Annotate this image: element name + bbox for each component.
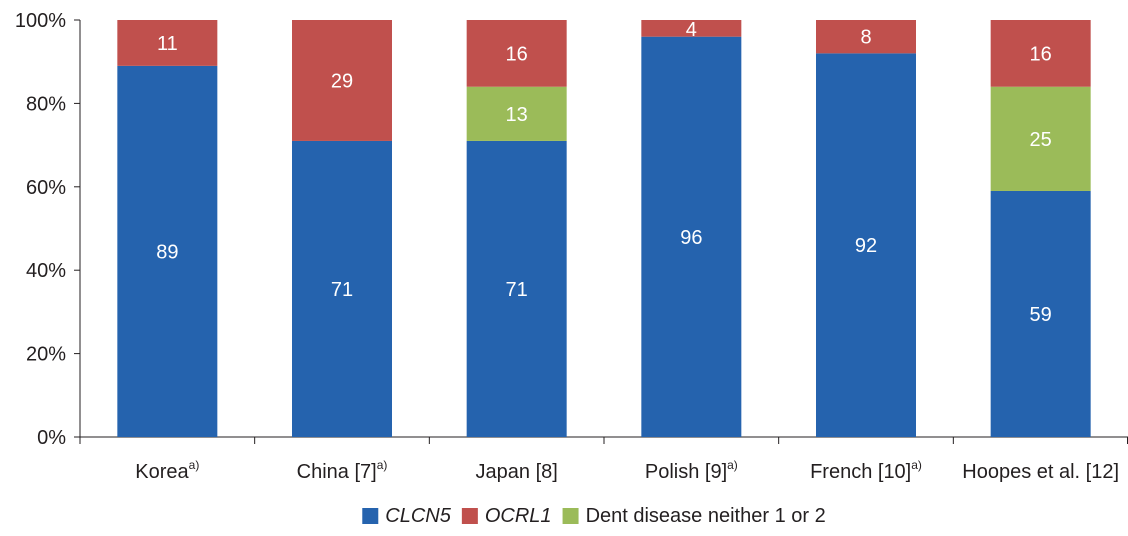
bar-segment xyxy=(816,20,916,54)
bar-segment xyxy=(466,86,567,141)
legend-label: Dent disease neither 1 or 2 xyxy=(586,505,826,527)
x-category-label: French [10]a) xyxy=(810,458,922,483)
bar-segment xyxy=(990,86,1091,191)
bar-segment xyxy=(816,53,916,438)
data-label: 71 xyxy=(506,279,528,301)
x-axis: Koreaa) China [7]a) Japan [8] Polish [9]a) F… xyxy=(79,436,1128,483)
data-label: 11 xyxy=(157,33,178,55)
y-axis: 0% 20% 40% 60% 80% 100% xyxy=(15,10,81,449)
bar-segment xyxy=(117,65,218,438)
data-label: 89 xyxy=(156,241,178,263)
data-labels: 89 11 71 29 71 13 16 96 4 92 8 59 25 16 xyxy=(156,19,1052,326)
data-label: 59 xyxy=(1030,304,1052,326)
data-label: 16 xyxy=(1030,43,1052,65)
y-tick-label: 100% xyxy=(15,10,66,32)
data-label: 71 xyxy=(331,279,353,301)
bar-segment xyxy=(292,140,392,437)
bar-segment xyxy=(292,20,392,141)
data-label: 4 xyxy=(686,19,697,41)
legend-label: OCRL1 xyxy=(485,505,552,527)
data-label: 25 xyxy=(1030,129,1052,151)
legend-swatch xyxy=(562,508,579,524)
data-label: 29 xyxy=(331,70,353,92)
legend-swatch xyxy=(362,508,379,524)
x-category-label: Hoopes et al. [12] xyxy=(962,461,1119,483)
bars xyxy=(117,20,1091,438)
data-label: 96 xyxy=(680,227,702,249)
data-label: 92 xyxy=(855,235,877,257)
x-category-label: Koreaa) xyxy=(135,458,199,483)
bar-segment xyxy=(990,190,1091,437)
bar-segment xyxy=(466,140,567,437)
y-tick-label: 60% xyxy=(26,177,66,199)
legend-label: CLCN5 xyxy=(385,505,451,527)
x-category-label: Japan [8] xyxy=(476,461,558,483)
x-category-label: Polish [9]a) xyxy=(645,458,738,483)
legend: CLCN5 OCRL1 Dent disease neither 1 or 2 xyxy=(362,505,826,527)
data-label: 16 xyxy=(506,43,528,65)
data-label: 8 xyxy=(860,27,871,49)
y-tick-label: 20% xyxy=(26,344,66,366)
bar-segment xyxy=(641,36,742,438)
y-tick-label: 0% xyxy=(37,427,66,449)
x-category-label: China [7]a) xyxy=(297,458,388,483)
y-tick-label: 80% xyxy=(26,93,66,115)
bar-segment xyxy=(466,20,567,87)
legend-swatch xyxy=(461,508,478,524)
bar-segment xyxy=(641,20,742,37)
bar-segment xyxy=(117,20,218,66)
y-tick-label: 40% xyxy=(26,260,66,282)
bar-segment xyxy=(990,20,1091,87)
data-label: 13 xyxy=(506,104,528,126)
